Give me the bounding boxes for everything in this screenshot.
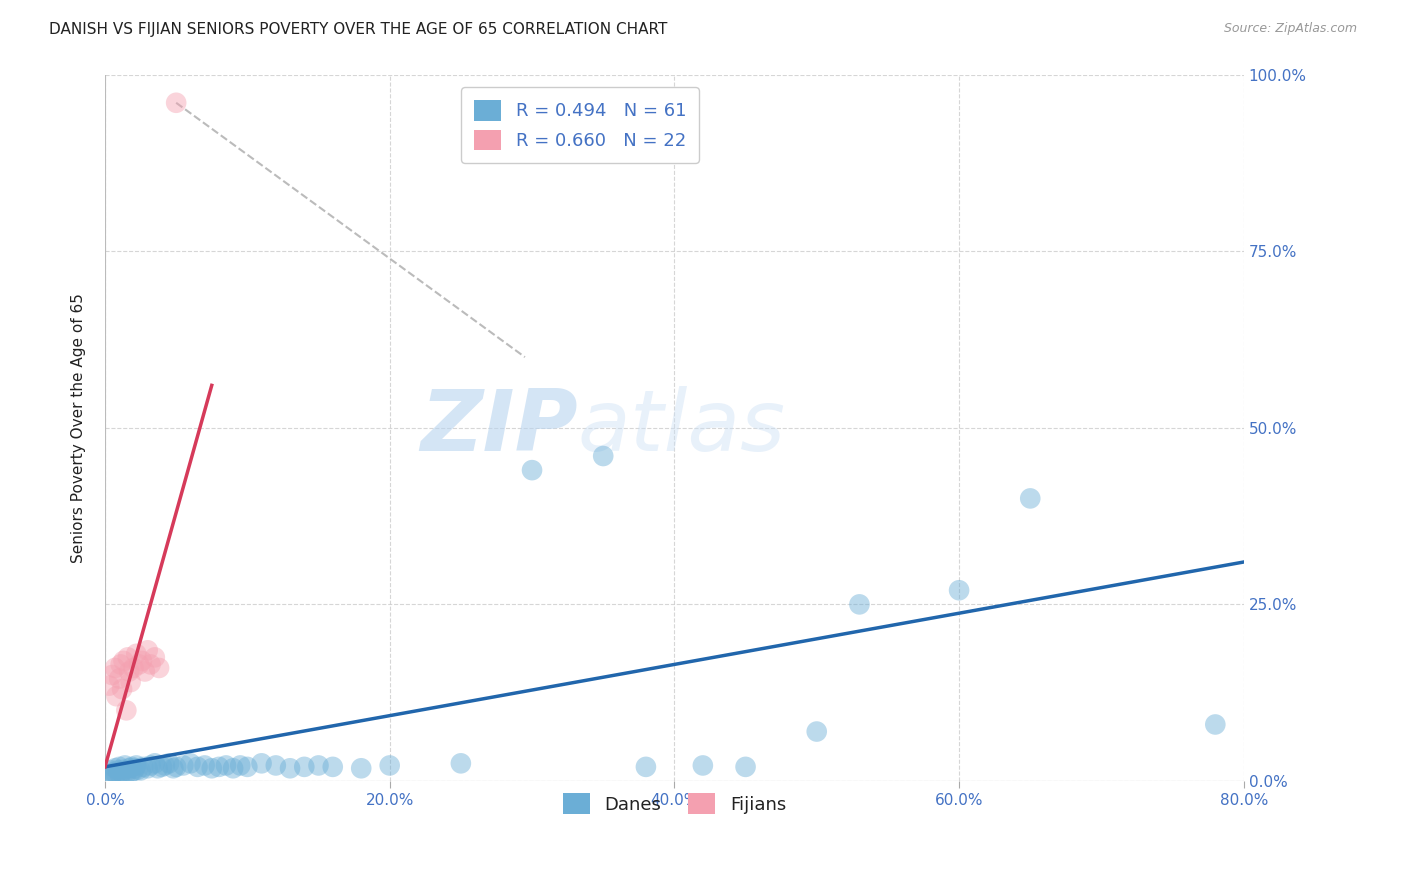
Point xyxy=(165,95,187,110)
Point xyxy=(111,764,134,779)
Point xyxy=(117,650,139,665)
Point xyxy=(848,598,870,612)
Point xyxy=(100,764,122,778)
Point xyxy=(105,690,128,704)
Point xyxy=(143,756,166,771)
Point xyxy=(105,767,128,781)
Point xyxy=(148,661,170,675)
Point xyxy=(378,758,401,772)
Point xyxy=(112,763,135,777)
Point xyxy=(250,756,273,771)
Point xyxy=(128,657,150,672)
Point xyxy=(278,761,301,775)
Point xyxy=(104,661,127,675)
Point xyxy=(292,760,315,774)
Point xyxy=(215,758,238,772)
Point xyxy=(139,657,162,672)
Point xyxy=(124,761,146,775)
Point xyxy=(131,654,153,668)
Point xyxy=(1019,491,1042,506)
Point xyxy=(114,758,136,772)
Point xyxy=(139,758,162,772)
Point xyxy=(115,703,138,717)
Point xyxy=(322,760,344,774)
Point xyxy=(125,647,148,661)
Point xyxy=(101,668,124,682)
Point xyxy=(450,756,472,771)
Point xyxy=(150,760,173,774)
Point xyxy=(120,675,142,690)
Point xyxy=(115,767,138,781)
Point xyxy=(112,654,135,668)
Point xyxy=(520,463,543,477)
Legend: Danes, Fijians: Danes, Fijians xyxy=(553,782,797,825)
Point xyxy=(806,724,828,739)
Text: ZIP: ZIP xyxy=(420,386,578,469)
Point xyxy=(350,761,373,775)
Point xyxy=(136,761,159,775)
Point xyxy=(948,583,970,598)
Point xyxy=(108,760,131,774)
Point xyxy=(110,768,132,782)
Point xyxy=(125,758,148,772)
Point xyxy=(132,760,155,774)
Point xyxy=(117,764,139,778)
Point xyxy=(194,758,217,772)
Point xyxy=(107,764,129,778)
Point xyxy=(104,761,127,775)
Point xyxy=(121,760,143,774)
Point xyxy=(592,449,614,463)
Y-axis label: Seniors Poverty Over the Age of 65: Seniors Poverty Over the Age of 65 xyxy=(72,293,86,563)
Point xyxy=(143,650,166,665)
Point xyxy=(134,665,156,679)
Point xyxy=(122,661,145,675)
Point xyxy=(108,672,131,686)
Point xyxy=(308,758,330,772)
Point xyxy=(120,765,142,780)
Point xyxy=(153,758,176,772)
Point xyxy=(110,657,132,672)
Text: Source: ZipAtlas.com: Source: ZipAtlas.com xyxy=(1223,22,1357,36)
Point xyxy=(179,756,201,771)
Point xyxy=(146,761,169,775)
Point xyxy=(1204,717,1226,731)
Point xyxy=(118,761,141,775)
Point xyxy=(129,764,152,778)
Point xyxy=(229,758,252,772)
Point xyxy=(157,756,180,771)
Point xyxy=(98,767,121,781)
Point xyxy=(118,665,141,679)
Text: DANISH VS FIJIAN SENIORS POVERTY OVER THE AGE OF 65 CORRELATION CHART: DANISH VS FIJIAN SENIORS POVERTY OVER TH… xyxy=(49,22,668,37)
Point xyxy=(172,758,194,772)
Point xyxy=(201,761,224,775)
Point xyxy=(264,758,287,772)
Point xyxy=(734,760,756,774)
Point xyxy=(136,643,159,657)
Point xyxy=(208,760,231,774)
Point xyxy=(236,760,259,774)
Point xyxy=(127,763,149,777)
Point xyxy=(162,761,184,775)
Point xyxy=(692,758,714,772)
Text: atlas: atlas xyxy=(578,386,786,469)
Point xyxy=(222,761,245,775)
Point xyxy=(634,760,657,774)
Point xyxy=(165,760,187,774)
Point xyxy=(98,679,121,693)
Point xyxy=(101,768,124,782)
Point xyxy=(122,764,145,778)
Point xyxy=(103,765,125,780)
Point xyxy=(186,760,208,774)
Point xyxy=(111,682,134,697)
